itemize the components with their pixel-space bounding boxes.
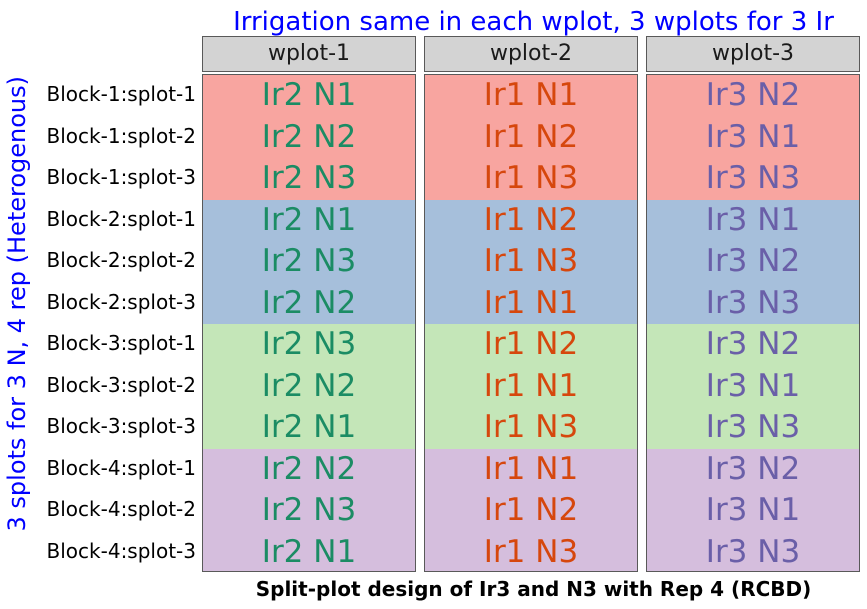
treatment-label: Ir2 N2 [261, 118, 357, 155]
row-label: Block-2:splot-1 [46, 206, 196, 231]
row-label: Block-3:splot-3 [46, 414, 196, 438]
row-label: Block-4:splot-3 [46, 538, 196, 563]
wplot-cells-1: Ir2 N1 Ir2 N2 Ir2 N3 Ir2 N1 Ir2 N3 Ir2 N2 Ir2 … [202, 74, 416, 572]
y-axis-title: 3 splots for 3 N, 4 rep (Heterogenous) [2, 36, 32, 572]
block-band [425, 199, 637, 324]
wplot-panel-2: wplot-2 Ir1 N1 Ir1 N2 Ir1 N3 Ir1 N2 Ir1 N3 Ir… [424, 36, 638, 572]
block-band [425, 324, 637, 449]
treatment-label: Ir2 N1 [261, 201, 357, 238]
wplot-strip-2: wplot-2 [424, 36, 638, 72]
block-band [203, 324, 415, 449]
treatment-label: Ir1 N3 [483, 243, 579, 279]
treatment-label: Ir1 N2 [483, 118, 579, 155]
diagram-title: Irrigation same in each wplot, 3 wplots … [233, 7, 834, 37]
row-label: Block-3:splot-2 [46, 372, 196, 397]
treatment-label: Ir3 N2 [705, 243, 801, 279]
treatment-label: Ir2 N1 [261, 409, 357, 445]
row-label: Block-1:splot-2 [46, 123, 196, 148]
treatment-label: Ir2 N3 [261, 160, 357, 196]
block-band [203, 199, 415, 324]
treatment-label: Ir3 N2 [705, 450, 801, 487]
row-labels: Block-1:splot-1 Block-1:splot-2 Block-1:sp… [32, 74, 196, 572]
block-band [647, 324, 859, 449]
block-band [647, 448, 859, 571]
treatment-label: Ir1 N1 [483, 77, 579, 113]
wplot-panel-1: wplot-1 Ir2 N1 Ir2 N2 Ir2 N3 Ir2 N1 Ir2 N3 Ir… [202, 36, 416, 572]
treatment-label: Ir2 N1 [261, 533, 357, 570]
treatment-label: Ir3 N1 [705, 367, 801, 404]
treatment-label: Ir3 N1 [705, 118, 801, 155]
row-label: Block-1:splot-3 [46, 165, 196, 189]
treatment-label: Ir1 N3 [483, 160, 579, 196]
treatment-label: Ir2 N2 [261, 284, 357, 321]
block-band [425, 448, 637, 571]
treatment-label: Ir2 N3 [261, 326, 357, 362]
wplot-strip-1: wplot-1 [202, 36, 416, 72]
treatment-label: Ir2 N1 [261, 77, 357, 113]
treatment-label: Ir1 N2 [483, 201, 579, 238]
wplot-panel-3: wplot-3 Ir3 N2 Ir3 N1 Ir3 N3 Ir3 N1 Ir3 N2 Ir… [646, 36, 860, 572]
block-band [425, 75, 637, 200]
wplot-cells-2: Ir1 N1 Ir1 N2 Ir1 N3 Ir1 N2 Ir1 N3 Ir1 N1 Ir1 … [424, 74, 638, 572]
treatment-label: Ir3 N2 [705, 326, 801, 362]
treatment-label: Ir1 N3 [483, 533, 579, 570]
treatment-label: Ir3 N3 [705, 409, 801, 445]
diagram-caption: Split-plot design of Ir3 and N3 with Rep… [255, 577, 812, 601]
block-band [647, 75, 859, 200]
treatment-label: Ir1 N1 [483, 450, 579, 487]
row-label: Block-2:splot-3 [46, 289, 196, 314]
y-axis-title-text: 3 splots for 3 N, 4 rep (Heterogenous) [3, 76, 31, 532]
wplot-strip-3: wplot-3 [646, 36, 860, 72]
row-label: Block-3:splot-1 [46, 331, 196, 355]
block-band [203, 448, 415, 571]
treatment-label: Ir2 N3 [261, 492, 357, 528]
row-label: Block-1:splot-1 [46, 82, 196, 106]
treatment-label: Ir1 N2 [483, 492, 579, 528]
treatment-label: Ir3 N1 [705, 201, 801, 238]
wplot-cells-3: Ir3 N2 Ir3 N1 Ir3 N3 Ir3 N1 Ir3 N2 Ir3 N3 Ir3 … [646, 74, 860, 572]
treatment-label: Ir3 N2 [705, 77, 801, 113]
treatment-label: Ir3 N3 [705, 160, 801, 196]
treatment-label: Ir2 N2 [261, 367, 357, 404]
treatment-label: Ir1 N3 [483, 409, 579, 445]
block-band [203, 75, 415, 200]
treatment-label: Ir3 N3 [705, 533, 801, 570]
treatment-label: Ir3 N3 [705, 284, 801, 321]
row-label: Block-2:splot-2 [46, 248, 196, 272]
treatment-label: Ir3 N1 [705, 492, 801, 528]
treatment-label: Ir1 N1 [483, 367, 579, 404]
row-label: Block-4:splot-1 [46, 455, 196, 480]
row-label: Block-4:splot-2 [46, 497, 196, 521]
treatment-label: Ir2 N2 [261, 450, 357, 487]
treatment-label: Ir1 N2 [483, 326, 579, 362]
block-band [647, 199, 859, 324]
treatment-label: Ir1 N1 [483, 284, 579, 321]
treatment-label: Ir2 N3 [261, 243, 357, 279]
